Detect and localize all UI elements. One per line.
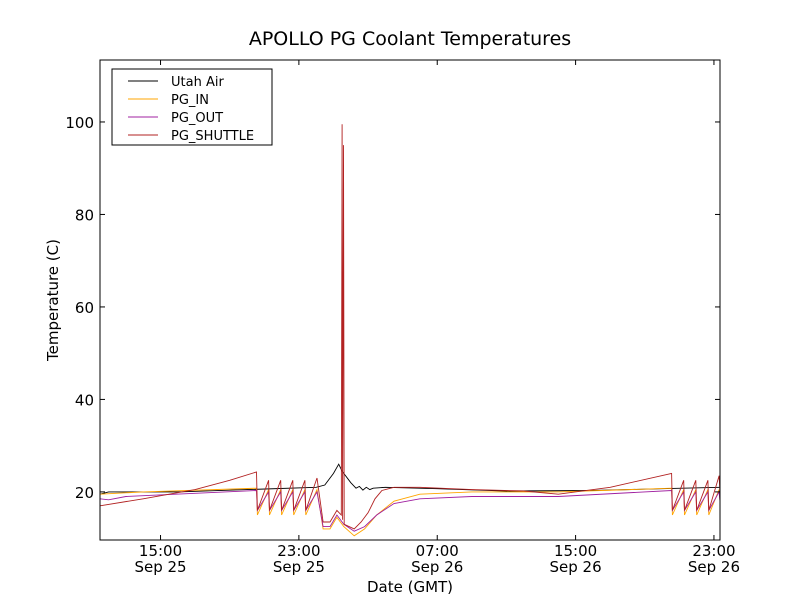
x-tick-label-date: Sep 26: [688, 558, 740, 576]
y-tick-label: 60: [75, 299, 94, 317]
y-tick-label: 40: [75, 391, 94, 409]
x-tick-label-time: 23:00: [277, 542, 320, 560]
x-tick-label-time: 23:00: [692, 542, 735, 560]
x-axis-label: Date (GMT): [367, 578, 453, 596]
legend-label: Utah Air: [171, 75, 224, 90]
chart-title: APOLLO PG Coolant Temperatures: [249, 28, 571, 50]
x-tick-label-date: Sep 26: [550, 558, 602, 576]
x-tick-label-date: Sep 26: [411, 558, 463, 576]
y-tick-label: 20: [75, 484, 94, 502]
series-line-pg-shuttle: [100, 124, 720, 530]
x-tick-label-date: Sep 25: [273, 558, 325, 576]
y-axis-label: Temperature (C): [44, 239, 62, 362]
y-tick-label: 80: [75, 206, 94, 224]
legend-label: PG_OUT: [171, 111, 223, 126]
legend-box: [111, 68, 273, 146]
legend: Utah Air PG_IN PG_OUT PG_SHUTTLE: [111, 68, 273, 146]
x-tick-label-time: 15:00: [554, 542, 597, 560]
series-line-pg-in: [100, 487, 720, 537]
x-tick-label-time: 07:00: [416, 542, 459, 560]
legend-label: PG_IN: [171, 93, 209, 108]
plot-frame: [99, 59, 721, 541]
x-tick-label-time: 15:00: [139, 542, 182, 560]
x-tick-label-date: Sep 25: [134, 558, 186, 576]
y-tick-label: 100: [65, 114, 94, 132]
legend-label: PG_SHUTTLE: [171, 129, 254, 144]
